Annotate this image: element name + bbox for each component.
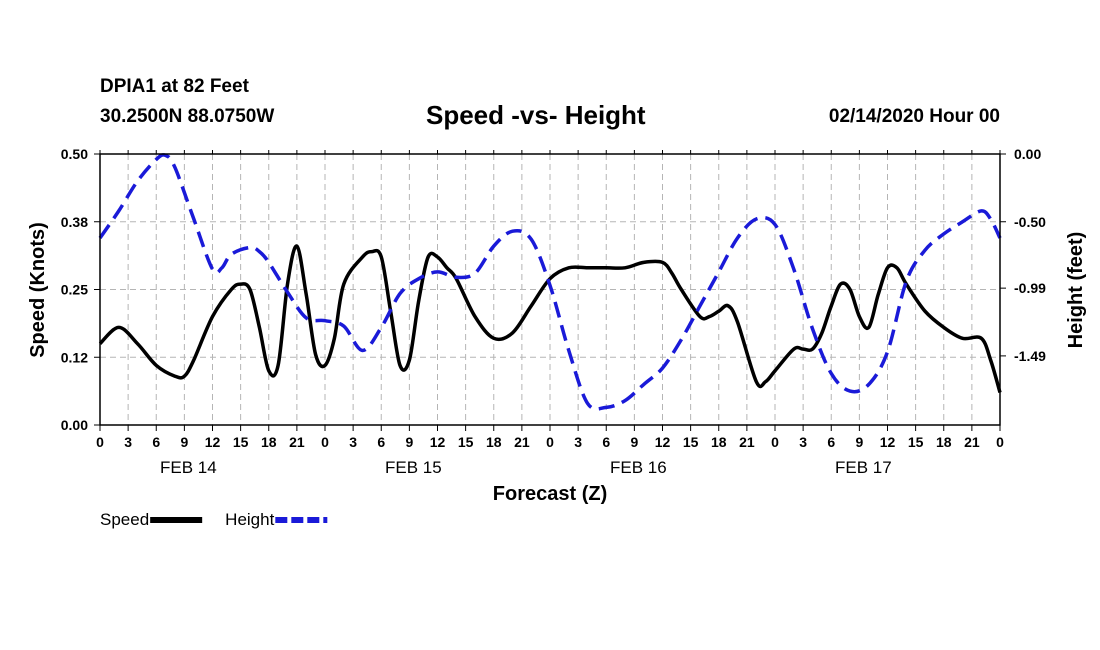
forecast-timestamp: 02/14/2020 Hour 00: [828, 106, 1000, 127]
x-tick-label: 9: [855, 434, 863, 450]
day-label: FEB 14: [160, 458, 217, 477]
x-tick-label: 12: [430, 434, 446, 450]
x-tick-label: 15: [233, 434, 249, 450]
y2-axis-label: Height (feet): [1065, 232, 1087, 349]
y-tick-label: 0.38: [61, 214, 88, 230]
x-tick-label: 21: [964, 434, 980, 450]
x-tick-label: 9: [405, 434, 413, 450]
x-tick-label: 15: [908, 434, 924, 450]
day-label: FEB 17: [835, 458, 892, 477]
x-tick-label: 15: [683, 434, 699, 450]
x-tick-label: 6: [152, 434, 160, 450]
station-coordinates: 30.2500N 88.0750W: [100, 106, 275, 127]
y2-tick-label: 0.00: [1014, 146, 1041, 162]
x-tick-label: 12: [880, 434, 896, 450]
x-tick-label: 6: [377, 434, 385, 450]
station-label: DPIA1 at 82 Feet: [100, 76, 249, 97]
y-axis-label: Speed (Knots): [27, 222, 49, 358]
x-tick-label: 6: [827, 434, 835, 450]
y-tick-label: 0.00: [61, 417, 88, 433]
x-tick-label: 12: [205, 434, 221, 450]
x-tick-label: 3: [799, 434, 807, 450]
x-tick-label: 21: [739, 434, 755, 450]
x-tick-label: 3: [124, 434, 132, 450]
x-tick-label: 0: [96, 434, 104, 450]
x-tick-label: 0: [771, 434, 779, 450]
y2-tick-label: -0.99: [1014, 280, 1046, 296]
x-tick-label: 15: [458, 434, 474, 450]
x-tick-label: 0: [546, 434, 554, 450]
x-tick-label: 3: [574, 434, 582, 450]
x-tick-label: 18: [936, 434, 952, 450]
x-tick-label: 9: [180, 434, 188, 450]
series-line-height: [98, 153, 1002, 411]
chart-title: Speed -vs- Height: [426, 100, 646, 130]
x-tick-label: 18: [711, 434, 727, 450]
x-tick-label: 18: [486, 434, 502, 450]
x-tick-label: 0: [321, 434, 329, 450]
x-tick-label: 21: [514, 434, 530, 450]
x-tick-label: 3: [349, 434, 357, 450]
day-label: FEB 15: [385, 458, 442, 477]
series-layer: [98, 153, 1002, 411]
legend-label-speed: Speed: [100, 510, 149, 529]
x-tick-label: 0: [996, 434, 1004, 450]
legend: Speed Height: [100, 510, 328, 529]
legend-label-height: Height: [225, 510, 274, 529]
y2-tick-label: -0.50: [1014, 214, 1046, 230]
x-axis-label: Forecast (Z): [493, 483, 607, 505]
series-line-speed: [98, 244, 1002, 393]
y2-tick-label: -1.49: [1014, 348, 1046, 364]
x-tick-label: 9: [630, 434, 638, 450]
x-tick-label: 18: [261, 434, 277, 450]
axes: 0 3 6 9 12 15 18 21 0 3 6 9 12 15 18 21 0 3 6 9 12 15 18 21 0 3 6 9…: [61, 146, 1046, 477]
y-tick-label: 0.25: [61, 282, 88, 298]
x-tick-label: 6: [602, 434, 610, 450]
x-tick-label: 12: [655, 434, 671, 450]
x-tick-label: 21: [289, 434, 305, 450]
y-tick-label: 0.50: [61, 146, 88, 162]
day-label: FEB 16: [610, 458, 667, 477]
y-tick-label: 0.12: [61, 349, 88, 365]
